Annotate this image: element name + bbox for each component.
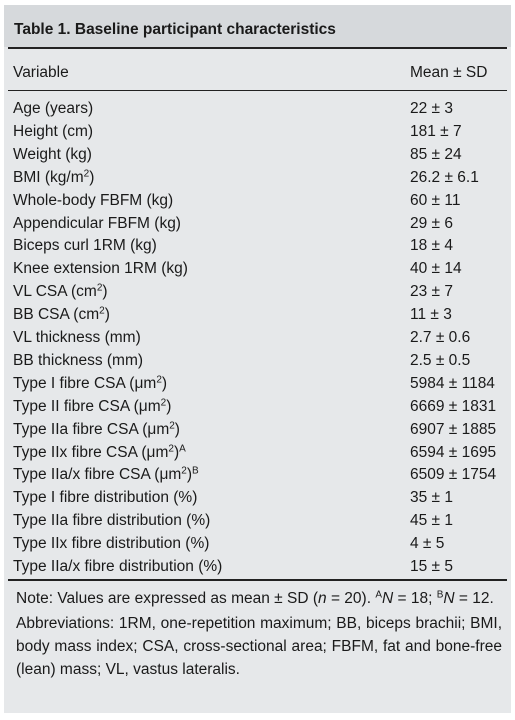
- mean-sd-cell: 40 ± 14: [410, 260, 462, 278]
- table-row: Type II fibre CSA (μm2) 6669 ± 1831: [4, 395, 511, 418]
- mean-sd-cell: 85 ± 24: [410, 145, 462, 163]
- table-row: Appendicular FBFM (kg) 29 ± 6: [4, 212, 511, 235]
- table-row: Type I fibre CSA (μm2) 5984 ± 1184: [4, 372, 511, 395]
- variable-cell: Age (years): [13, 100, 94, 117]
- mean-sd-cell: 15 ± 5: [410, 558, 453, 575]
- variable-cell: BB CSA (cm2): [13, 305, 110, 324]
- table-row: Type IIa/x fibre distribution (%) 15 ± 5: [4, 555, 511, 578]
- mean-sd-cell: 181 ± 7: [410, 122, 462, 140]
- table-row: BMI (kg/m2) 26.2 ± 6.1: [4, 166, 511, 189]
- table-row: Knee extension 1RM (kg) 40 ± 14: [4, 257, 511, 280]
- table-row: Whole-body FBFM (kg) 60 ± 11: [4, 189, 511, 212]
- mean-sd-cell: 18 ± 4: [410, 237, 453, 255]
- table-row: Type IIa fibre CSA (μm2) 6907 ± 1885: [4, 418, 511, 441]
- variable-cell: Weight (kg): [13, 145, 92, 163]
- variable-cell: BB thickness (mm): [13, 351, 144, 369]
- table-row: VL thickness (mm) 2.7 ± 0.6: [4, 326, 511, 349]
- variable-cell: Type I fibre CSA (μm2): [13, 374, 168, 392]
- variable-cell: Whole-body FBFM (kg): [13, 191, 174, 209]
- variable-cell: Height (cm): [13, 122, 94, 140]
- variable-cell: Knee extension 1RM (kg): [13, 260, 188, 278]
- mean-sd-cell: 5984 ± 1184: [410, 374, 495, 392]
- mean-sd-cell: 60 ± 11: [410, 191, 461, 209]
- mean-sd-cell: 23 ± 7: [410, 283, 453, 301]
- header-rule: [8, 90, 507, 91]
- table-row: Type IIa fibre distribution (%) 45 ± 1: [4, 509, 511, 532]
- table-title-bar: Table 1. Baseline participant characteri…: [4, 5, 511, 47]
- mean-sd-cell: 45 ± 1: [410, 512, 453, 530]
- bottom-rule: [8, 579, 507, 581]
- variable-cell: Type I fibre distribution (%): [13, 489, 198, 507]
- variable-cell: Type IIx fibre distribution (%): [13, 535, 210, 553]
- mean-sd-cell: 6907 ± 1885: [410, 420, 497, 438]
- variable-cell: Type IIa fibre CSA (μm2): [13, 420, 180, 438]
- variable-cell: Type IIa/x fibre CSA (μm2)B: [13, 465, 199, 484]
- mean-sd-cell: 11 ± 3: [410, 306, 452, 324]
- table-row: BB CSA (cm2) 11 ± 3: [4, 303, 511, 326]
- mean-sd-cell: 2.7 ± 0.6: [410, 329, 471, 346]
- table-panel: Table 1. Baseline participant characteri…: [4, 5, 511, 713]
- mean-sd-cell: 2.5 ± 0.5: [410, 351, 471, 369]
- mean-sd-cell: 6594 ± 1695: [410, 443, 497, 461]
- variable-cell: BMI (kg/m2): [13, 168, 95, 186]
- table-row: Biceps curl 1RM (kg) 18 ± 4: [4, 234, 511, 257]
- table-row: VL CSA (cm2) 23 ± 7: [4, 280, 511, 303]
- variable-cell: Type II fibre CSA (μm2): [13, 397, 172, 415]
- table-row: BB thickness (mm) 2.5 ± 0.5: [4, 349, 511, 372]
- header-mean-sd: Mean ± SD: [410, 64, 488, 81]
- table-row: Type IIx fibre CSA (μm2)A 6594 ± 1695: [4, 441, 511, 464]
- mean-sd-cell: 35 ± 1: [410, 489, 453, 507]
- table-row: Type I fibre distribution (%) 35 ± 1: [4, 486, 511, 509]
- variable-cell: VL CSA (cm2): [13, 282, 108, 301]
- note-values: Note: Values are expressed as mean ± SD …: [16, 589, 494, 607]
- header-variable: Variable: [13, 64, 69, 81]
- note-abbreviations: Abbreviations: 1RM, one-repetition maxim…: [16, 615, 502, 678]
- mean-sd-cell: 26.2 ± 6.1: [410, 168, 479, 186]
- mean-sd-cell: 29 ± 6: [410, 214, 453, 232]
- mean-sd-cell: 22 ± 3: [410, 100, 453, 117]
- table-row: Height (cm) 181 ± 7: [4, 120, 511, 143]
- table-row: Age (years) 22 ± 3: [4, 97, 511, 120]
- table-title: Table 1. Baseline participant characteri…: [14, 21, 336, 38]
- table-row: Type IIa/x fibre CSA (μm2)B 6509 ± 1754: [4, 463, 511, 486]
- table-row: Type IIx fibre distribution (%) 4 ± 5: [4, 532, 511, 555]
- variable-cell: VL thickness (mm): [13, 329, 141, 346]
- top-rule: [8, 47, 507, 49]
- table-notes: Note: Values are expressed as mean ± SD …: [16, 587, 502, 683]
- mean-sd-cell: 6669 ± 1831: [410, 397, 497, 415]
- variable-cell: Type IIa/x fibre distribution (%): [13, 558, 223, 575]
- variable-cell: Appendicular FBFM (kg): [13, 214, 181, 232]
- mean-sd-cell: 4 ± 5: [410, 535, 445, 553]
- variable-cell: Type IIa fibre distribution (%): [13, 512, 211, 530]
- mean-sd-cell: 6509 ± 1754: [410, 466, 497, 484]
- variable-cell: Biceps curl 1RM (kg): [13, 237, 157, 255]
- variable-cell: Type IIx fibre CSA (μm2)A: [13, 443, 186, 461]
- table-row: Weight (kg) 85 ± 24: [4, 143, 511, 166]
